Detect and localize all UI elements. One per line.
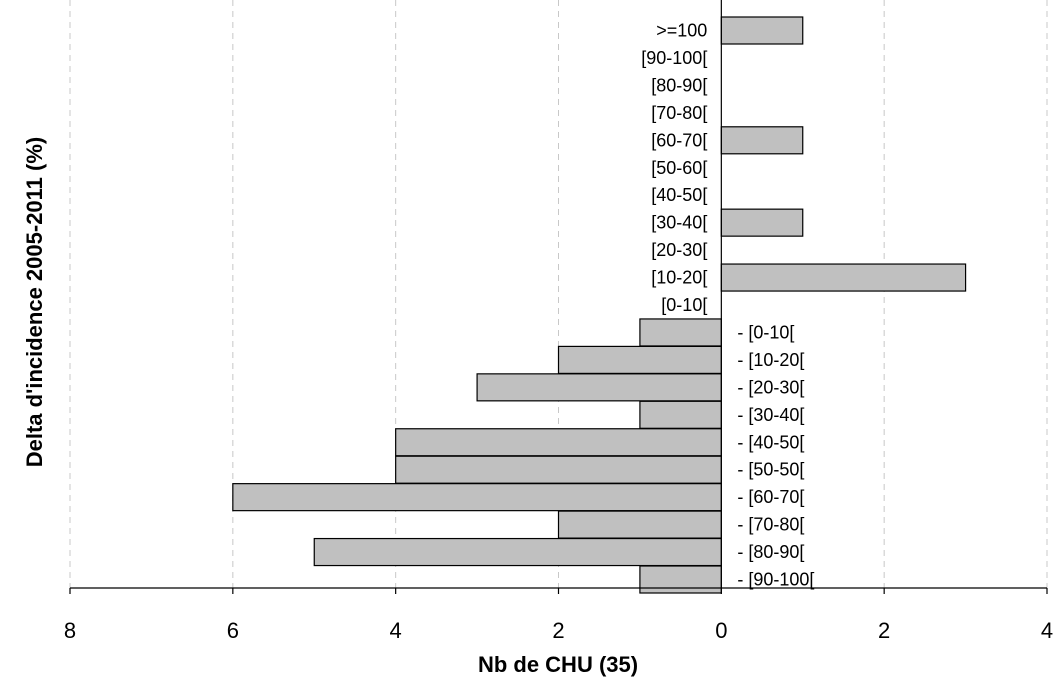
category-label: - [60-70[ bbox=[737, 487, 804, 507]
category-label: [10-20[ bbox=[651, 268, 707, 288]
category-label: [70-80[ bbox=[651, 103, 707, 123]
category-label: [30-40[ bbox=[651, 213, 707, 233]
category-label: [60-70[ bbox=[651, 130, 707, 150]
bar bbox=[395, 455, 722, 484]
bar bbox=[395, 428, 722, 457]
x-tick-label: 6 bbox=[227, 618, 239, 643]
category-label: - [90-100[ bbox=[737, 570, 814, 590]
bar bbox=[720, 208, 804, 237]
bar bbox=[313, 537, 722, 567]
bar bbox=[557, 345, 722, 374]
bar bbox=[720, 16, 804, 45]
category-labels: >=100 [90-100[ [80-90[ [70-80[ [60-70[ [50-60… bbox=[641, 21, 814, 590]
bar bbox=[720, 263, 967, 292]
category-label: - [40-50[ bbox=[737, 432, 804, 452]
x-tick-label: 4 bbox=[390, 618, 402, 643]
x-tick-label: 2 bbox=[552, 618, 564, 643]
bars bbox=[232, 16, 967, 594]
bar bbox=[232, 483, 722, 512]
y-axis-title: Delta d'incidence 2005-2011 (%) bbox=[22, 137, 47, 468]
bar bbox=[476, 373, 722, 402]
bar bbox=[639, 400, 722, 429]
category-label: - [10-20[ bbox=[737, 350, 804, 370]
category-label: [20-30[ bbox=[651, 240, 707, 260]
x-axis-title: Nb de CHU (35) bbox=[478, 652, 638, 677]
category-label: - [80-90[ bbox=[737, 542, 804, 562]
bar bbox=[639, 318, 722, 347]
x-tick-label: 8 bbox=[64, 618, 76, 643]
category-label: - [50-50[ bbox=[737, 460, 804, 480]
x-tick-label: 0 bbox=[715, 618, 727, 643]
bar bbox=[557, 510, 722, 539]
category-label: [90-100[ bbox=[641, 48, 707, 68]
category-label: [80-90[ bbox=[651, 75, 707, 95]
x-tick-label: 2 bbox=[878, 618, 890, 643]
x-axis: 8 6 4 2 0 2 4 bbox=[64, 0, 1053, 643]
category-label: - [30-40[ bbox=[737, 405, 804, 425]
bar bbox=[639, 565, 722, 594]
category-label: [50-60[ bbox=[651, 158, 707, 178]
x-tick-label: 4 bbox=[1041, 618, 1053, 643]
category-label: - [20-30[ bbox=[737, 377, 804, 397]
category-label: >=100 bbox=[656, 21, 707, 41]
category-label: - [70-80[ bbox=[737, 515, 804, 535]
category-label: [40-50[ bbox=[651, 185, 707, 205]
category-label: [0-10[ bbox=[661, 295, 707, 315]
category-label: - [0-10[ bbox=[737, 322, 794, 342]
bar bbox=[720, 126, 804, 155]
